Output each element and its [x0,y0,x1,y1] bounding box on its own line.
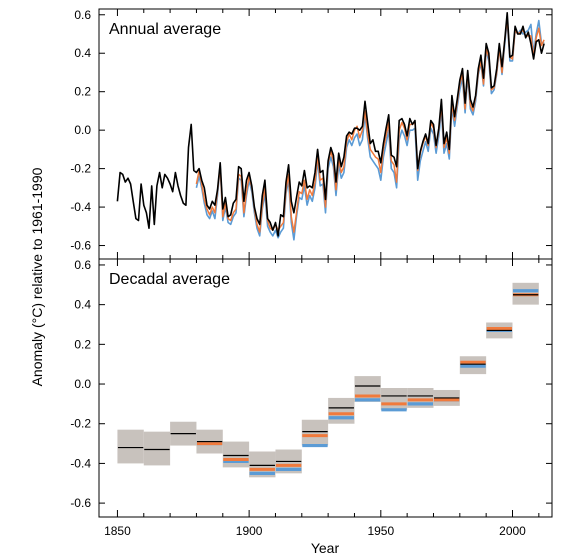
annual-ytick-label: -0.4 [70,200,91,214]
annual-ytick-label: -0.2 [70,162,91,176]
decadal-uncertainty-band [380,388,408,410]
annual-ytick-label: 0.6 [74,8,91,22]
annual-series-line-2 [195,19,545,241]
decadal-xtick-label: 2000 [499,524,526,538]
annual-series-line-0 [116,12,545,237]
decadal-uncertainty-band [354,376,381,402]
annual-ytick-label: 0.2 [74,85,91,99]
decadal-xtick-label: 1850 [104,524,131,538]
decadal-xtick-label: 1900 [236,524,263,538]
annual-plot-frame [98,8,553,260]
decadal-uncertainty-bands [117,282,539,478]
decadal-uncertainty-band [117,429,144,464]
annual-y-axis: -0.6 -0.4 -0.2 0.0 0.2 0.4 0.6 [70,8,552,253]
annual-panel-title: Annual average [109,21,221,38]
decadal-plot-frame [98,258,553,518]
annual-x-axis-ticks [116,9,540,259]
decadal-ytick-label: -0.6 [70,496,91,510]
decadal-ytick-label: 0.6 [74,258,91,272]
decadal-uncertainty-band [301,419,329,446]
annual-series-line-1 [195,17,545,233]
annual-ytick-label: 0.0 [74,123,91,137]
annual-series-group [116,12,545,241]
decadal-xtick-label: 1950 [367,524,394,538]
x-axis-label: Year [311,540,340,556]
decadal-uncertainty-band [222,441,250,468]
decadal-panel-title: Decadal average [109,271,230,288]
decadal-average-panel: Decadal average -0.6 -0.4 -0.2 0.0 0.2 0.4 0.6… [70,258,553,538]
decadal-y-axis: -0.6 -0.4 -0.2 0.0 0.2 0.4 0.6 [70,258,552,510]
annual-average-panel: Annual average -0.6 -0.4 -0.2 0.0 0.2 0.4 0.6 [70,8,553,260]
decadal-uncertainty-band [328,397,355,424]
decadal-uncertainty-band [143,431,171,466]
decadal-ytick-label: -0.4 [70,456,91,470]
decadal-x-axis: 1850 1900 1950 2000 [104,259,540,538]
decadal-ytick-label: 0.0 [74,377,91,391]
y-axis-label: Anomaly (°C) relative to 1961-1990 [29,167,45,386]
annual-ytick-label: -0.6 [70,239,91,253]
annual-ytick-label: 0.4 [74,46,91,60]
decadal-mean-lines [117,289,539,475]
decadal-ytick-label: 0.4 [74,298,91,312]
decadal-ytick-label: -0.2 [70,417,91,431]
decadal-ytick-label: 0.2 [74,337,91,351]
